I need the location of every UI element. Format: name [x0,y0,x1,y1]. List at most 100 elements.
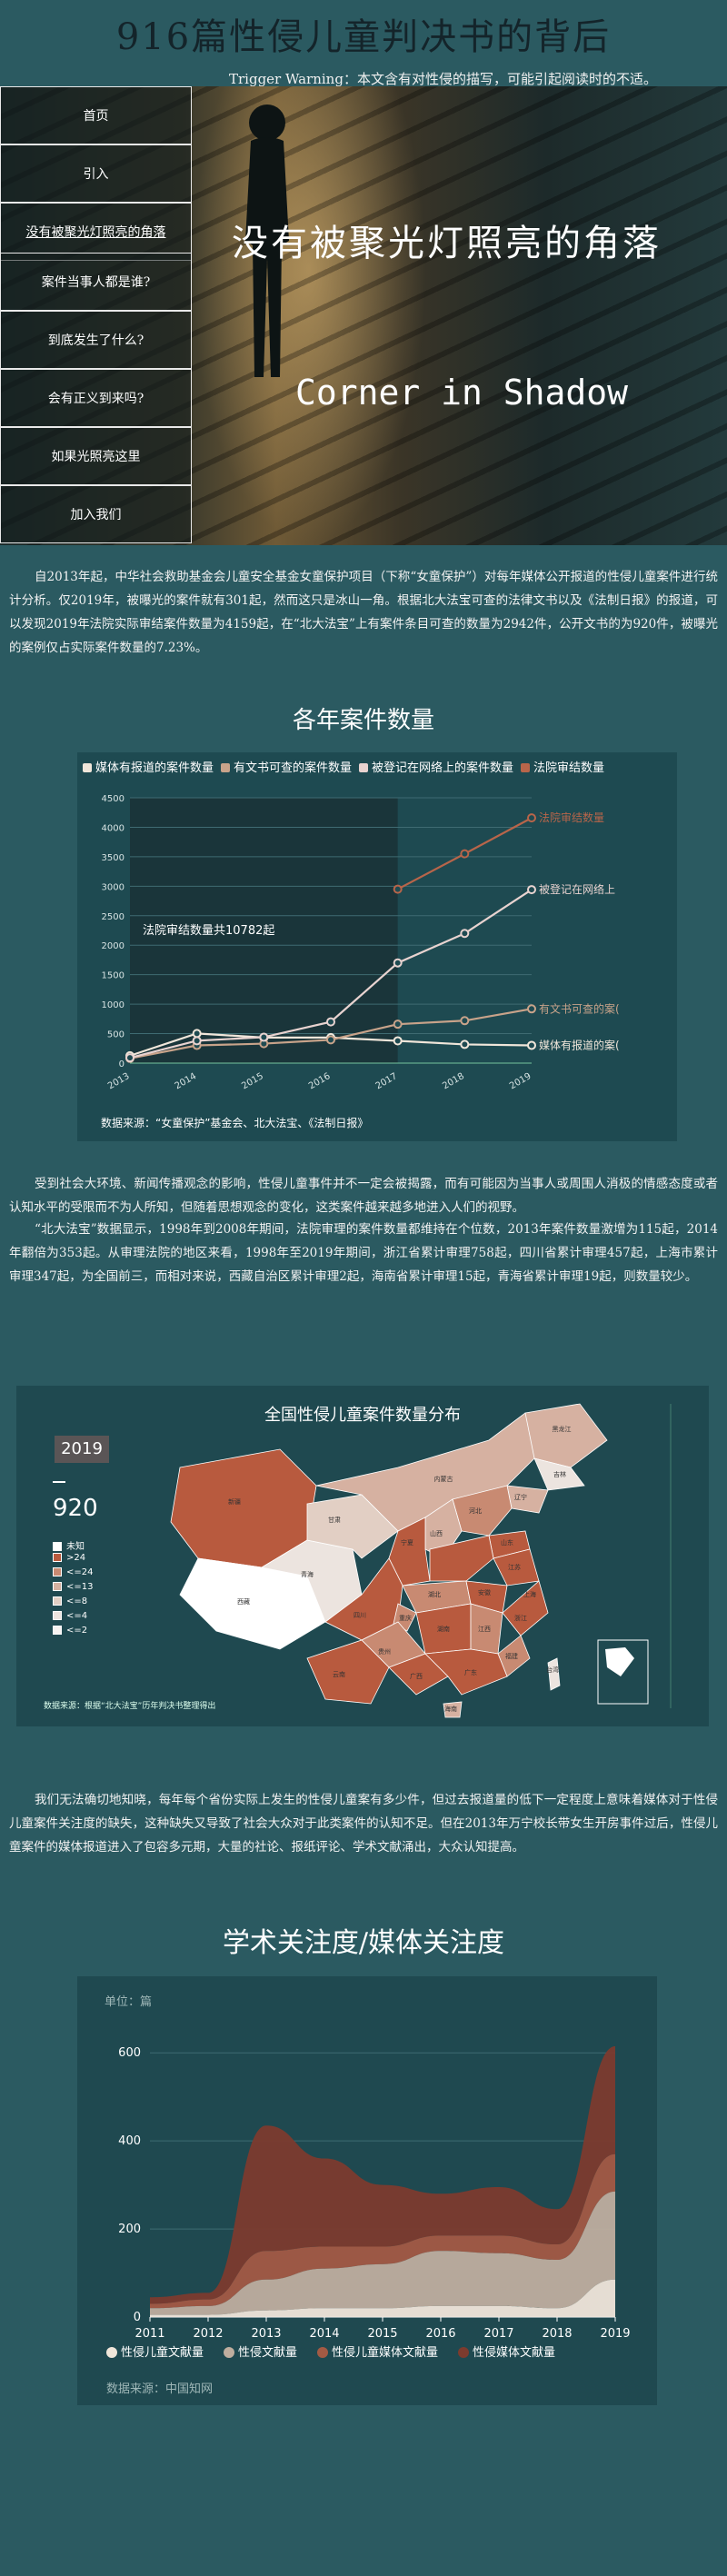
map-legend-item[interactable]: <=2 [53,1626,87,1636]
x-tick-label: 2019 [508,1071,533,1091]
data-point [393,1019,403,1029]
legend-swatch [106,2347,117,2358]
y-tick-label: 2000 [102,941,124,951]
legend-swatch [83,763,92,772]
x-tick-label: 2015 [240,1071,265,1091]
legend-item[interactable]: 被登记在网络上的案件数量 [359,758,513,775]
data-point [259,1032,269,1042]
x-tick-label: 2014 [174,1071,199,1091]
series-end-label: 被登记在网络上 [539,882,615,896]
body-paragraph-3: “北大法宝”数据显示，1998年到2008年期间，法院审理的案件数量都维持在个位… [9,1222,718,1284]
map-legend-item[interactable]: 未知 [53,1538,85,1552]
nav-item-home[interactable]: 首页 [0,86,192,144]
legend-item: 性侵媒体文献量 [473,2345,555,2360]
map-legend-swatch [53,1611,62,1620]
province-label: 安徽 [478,1588,491,1596]
y-tick-label: 0 [134,2311,141,2324]
legend-item[interactable]: 有文书可查的案件数量 [221,758,352,775]
province-label: 湖北 [428,1590,441,1598]
legend-item[interactable]: 法院审结数量 [521,758,604,775]
province-label: 江苏 [508,1563,521,1571]
nav-item-light[interactable]: 如果光照亮这里 [0,427,192,485]
y-tick-label: 1500 [102,971,124,981]
nav-item-intro[interactable]: 引入 [0,144,192,203]
x-tick-label: 2015 [367,2327,397,2341]
nav-item-justice[interactable]: 会有正义到来吗? [0,369,192,427]
province-label: 新疆 [228,1497,241,1506]
province-label: 黑龙江 [553,1425,572,1433]
body-paragraph-4: 我们无法确切地知晓，每年每个省份实际上发生的性侵儿童案有多少件，但过去报道量的低… [9,1793,718,1855]
map-total-marker [53,1481,65,1483]
province-label: 甘肃 [328,1516,341,1524]
x-tick-label: 2014 [309,2327,339,2341]
map-legend-swatch [53,1582,62,1591]
chart-source: 数据来源：中国知网 [106,2382,213,2396]
area-series [150,2153,615,2309]
province-label: 上海 [523,1590,536,1598]
province-label: 四川 [354,1612,366,1619]
x-tick-label: 2012 [193,2327,223,2341]
province-label: 吉林 [553,1470,566,1478]
data-point [393,1036,403,1046]
data-point [393,884,403,894]
y-tick-label: 600 [118,2046,141,2060]
yearly-cases-chart: 媒体有报道的案件数量 有文书可查的案件数量 被登记在网络上的案件数量 法院审结数量 0… [77,752,677,1141]
china-map-panel: 全国性侵儿童案件数量分布 2019 920 未知 >24 <=24 <=13 <=8 <=… [16,1386,709,1726]
legend-swatch [224,2347,234,2358]
hero-title: 没有被聚光灯照亮的角落 [232,223,662,264]
y-tick-label: 400 [118,2134,141,2148]
x-tick-label: 2016 [307,1071,333,1091]
x-tick-label: 2013 [251,2327,281,2341]
data-point [192,1029,202,1039]
data-point [527,813,536,823]
map-year-badge[interactable]: 2019 [55,1436,109,1463]
province-label: 广西 [410,1672,423,1680]
data-point [460,1016,470,1026]
province-label: 湖南 [437,1625,450,1633]
area-series [150,2279,615,2317]
province-label: 青海 [301,1570,314,1578]
map-legend-item[interactable]: <=13 [53,1582,93,1592]
nav-item-join[interactable]: 加入我们 [0,485,192,543]
province-heilongjiang [524,1403,608,1468]
legend-item: 性侵文献量 [238,2345,297,2360]
chart1-legend: 媒体有报道的案件数量 有文书可查的案件数量 被登记在网络上的案件数量 法院审结数量 [77,752,677,780]
province-label: 浙江 [514,1614,527,1622]
province-label: 台湾 [546,1666,559,1674]
area-series [150,2045,615,2304]
map-source: 数据来源：根据“北大法宝”历年判决书整理得出 [44,1702,216,1711]
province-label: 宁夏 [401,1538,413,1547]
map-legend-item[interactable]: <=8 [53,1596,87,1606]
nav-item-who[interactable]: 案件当事人都是谁? [0,253,192,311]
map-legend-item[interactable]: >24 [53,1553,85,1563]
highlight-region [130,798,398,1063]
map-total: 920 [53,1495,98,1522]
data-point [326,1035,335,1045]
legend-item[interactable]: 媒体有报道的案件数量 [83,758,214,775]
province-liaoning [506,1485,549,1514]
body-paragraph-2: 受到社会大环境、新闻传播观念的影响，性侵儿童事件并不一定会被揭露，而有可能因为当… [9,1177,718,1215]
nav-item-what[interactable]: 到底发生了什么? [0,311,192,369]
province-label: 云南 [333,1670,345,1678]
y-tick-label: 3500 [102,853,124,863]
hero-subtitle: Corner in Shadow [295,373,629,413]
map-legend-item[interactable]: <=4 [53,1611,87,1621]
province-zhejiang [502,1580,549,1636]
chart-source: 数据来源：“女童保护”基金会、北大法宝、《法制日报》 [101,1116,368,1129]
province-label: 内蒙古 [434,1475,453,1483]
legend-swatch [221,763,231,772]
data-point [192,1036,202,1046]
y-tick-label: 0 [119,1059,124,1069]
data-point [393,958,403,968]
x-tick-label: 2017 [374,1071,400,1091]
map-legend-item[interactable]: <=24 [53,1567,93,1577]
province-label: 西藏 [237,1597,250,1606]
province-label: 重庆 [399,1614,412,1622]
province-taiwan [547,1657,561,1691]
province-label: 辽宁 [514,1493,527,1501]
y-tick-label: 1000 [102,1000,124,1010]
data-point [527,885,536,895]
map-legend-swatch [53,1596,62,1606]
nav-item-corner[interactable]: 没有被聚光灯照亮的角落 [0,203,192,261]
